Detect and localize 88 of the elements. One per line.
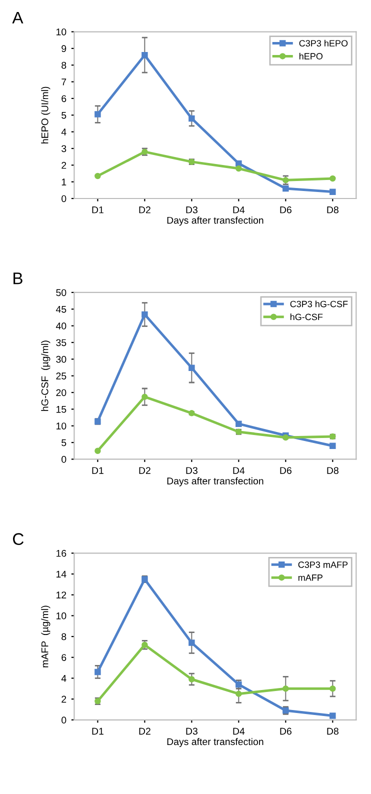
y-tick-label: 40 [56,322,66,330]
x-tick-label: D8 [327,728,338,735]
point [330,712,336,719]
chart-title: B [14,272,22,284]
legend-label: C3P3 hG-CSF [290,300,348,308]
x-tick-label: D6 [280,728,292,735]
point [188,410,195,416]
point [94,668,101,676]
point [188,364,195,371]
point [236,690,242,697]
x-tick-label: D4 [233,467,245,474]
y-tick-label: 35 [56,339,66,346]
y-tick-label: 3 [62,145,66,152]
y-tick-label: 10 [56,422,66,430]
y-tick-label: 20 [56,389,66,396]
x-tick-label: D3 [186,728,198,735]
y-tick-label: 5 [62,439,66,446]
point [94,172,101,180]
y-tick-label: 2 [62,162,66,169]
legend-label: hEPO [299,52,323,60]
x-tick-label: D4 [233,728,245,735]
point [142,311,148,318]
y-tick-label: 45 [56,306,66,313]
point [282,177,289,184]
legend-label: hG-CSF [290,314,323,320]
y-tick-label: 6 [62,654,66,661]
y-tick-label: 30 [56,356,66,363]
y-tick-label: 50 [56,289,66,296]
y-tick-label: 7 [62,78,66,86]
point [330,188,336,195]
y-tick-label: 8 [62,633,66,640]
y-tick-label: 16 [56,550,66,557]
point [330,442,336,449]
y-tick-label: 9 [62,45,66,52]
point [94,111,101,118]
y-tick-label: 12 [56,592,66,598]
y-tick-label: 10 [56,28,66,36]
y-axis-title: hG-CSF (µg/ml) [41,340,50,411]
x-tick-label: D3 [186,206,198,214]
y-tick-label: 4 [61,128,66,136]
x-axis-title: Days after transfection [167,738,264,748]
chart-title: C [13,533,24,545]
y-tick-label: 5 [62,112,66,119]
y-axis-title: hEPO (UI/ml) [41,86,50,144]
point [188,676,195,682]
y-tick-label: 1 [62,178,66,186]
y-axis-title: mAFP (µg/ml) [41,606,50,668]
legend-label: C3P3 mAFP [298,562,348,568]
point [236,165,242,172]
point [142,394,148,400]
point [188,115,195,122]
y-tick-label: 0 [62,716,66,724]
chart-title: A [12,12,24,24]
y-tick-label: 14 [56,570,66,578]
point [236,420,242,427]
point [142,642,148,648]
y-tick-label: 10 [56,612,66,620]
y-tick-label: 8 [62,62,66,69]
x-tick-label: D8 [327,206,338,214]
x-tick-label: D2 [139,467,150,474]
point [236,160,242,167]
y-tick-label: 0 [62,195,66,202]
x-tick-label: D3 [186,467,198,474]
point [330,686,336,692]
x-tick-label: D8 [327,467,338,474]
y-tick-label: 0 [62,456,66,463]
x-axis-title: Days after transfection [167,477,264,486]
x-tick-label: D1 [92,728,104,735]
point [282,686,289,692]
y-tick-label: 15 [56,406,66,413]
point [142,52,148,58]
y-tick-label: 4 [61,675,66,682]
x-tick-label: D6 [280,467,292,474]
point [330,175,336,182]
point [94,448,101,454]
x-tick-label: D1 [92,206,104,214]
x-axis-title: Days after transfection [167,216,264,226]
y-tick-label: 25 [56,372,66,380]
point [188,640,195,646]
x-tick-label: D6 [280,206,292,214]
x-tick-label: D1 [92,467,104,474]
legend-label: mAFP [298,574,322,581]
x-tick-label: D2 [139,728,150,735]
x-tick-label: D4 [233,206,245,214]
y-tick-label: 6 [62,95,66,102]
x-tick-label: D2 [139,206,150,214]
y-tick-label: 2 [62,696,66,703]
legend-label: C3P3 hEPO [299,40,348,47]
